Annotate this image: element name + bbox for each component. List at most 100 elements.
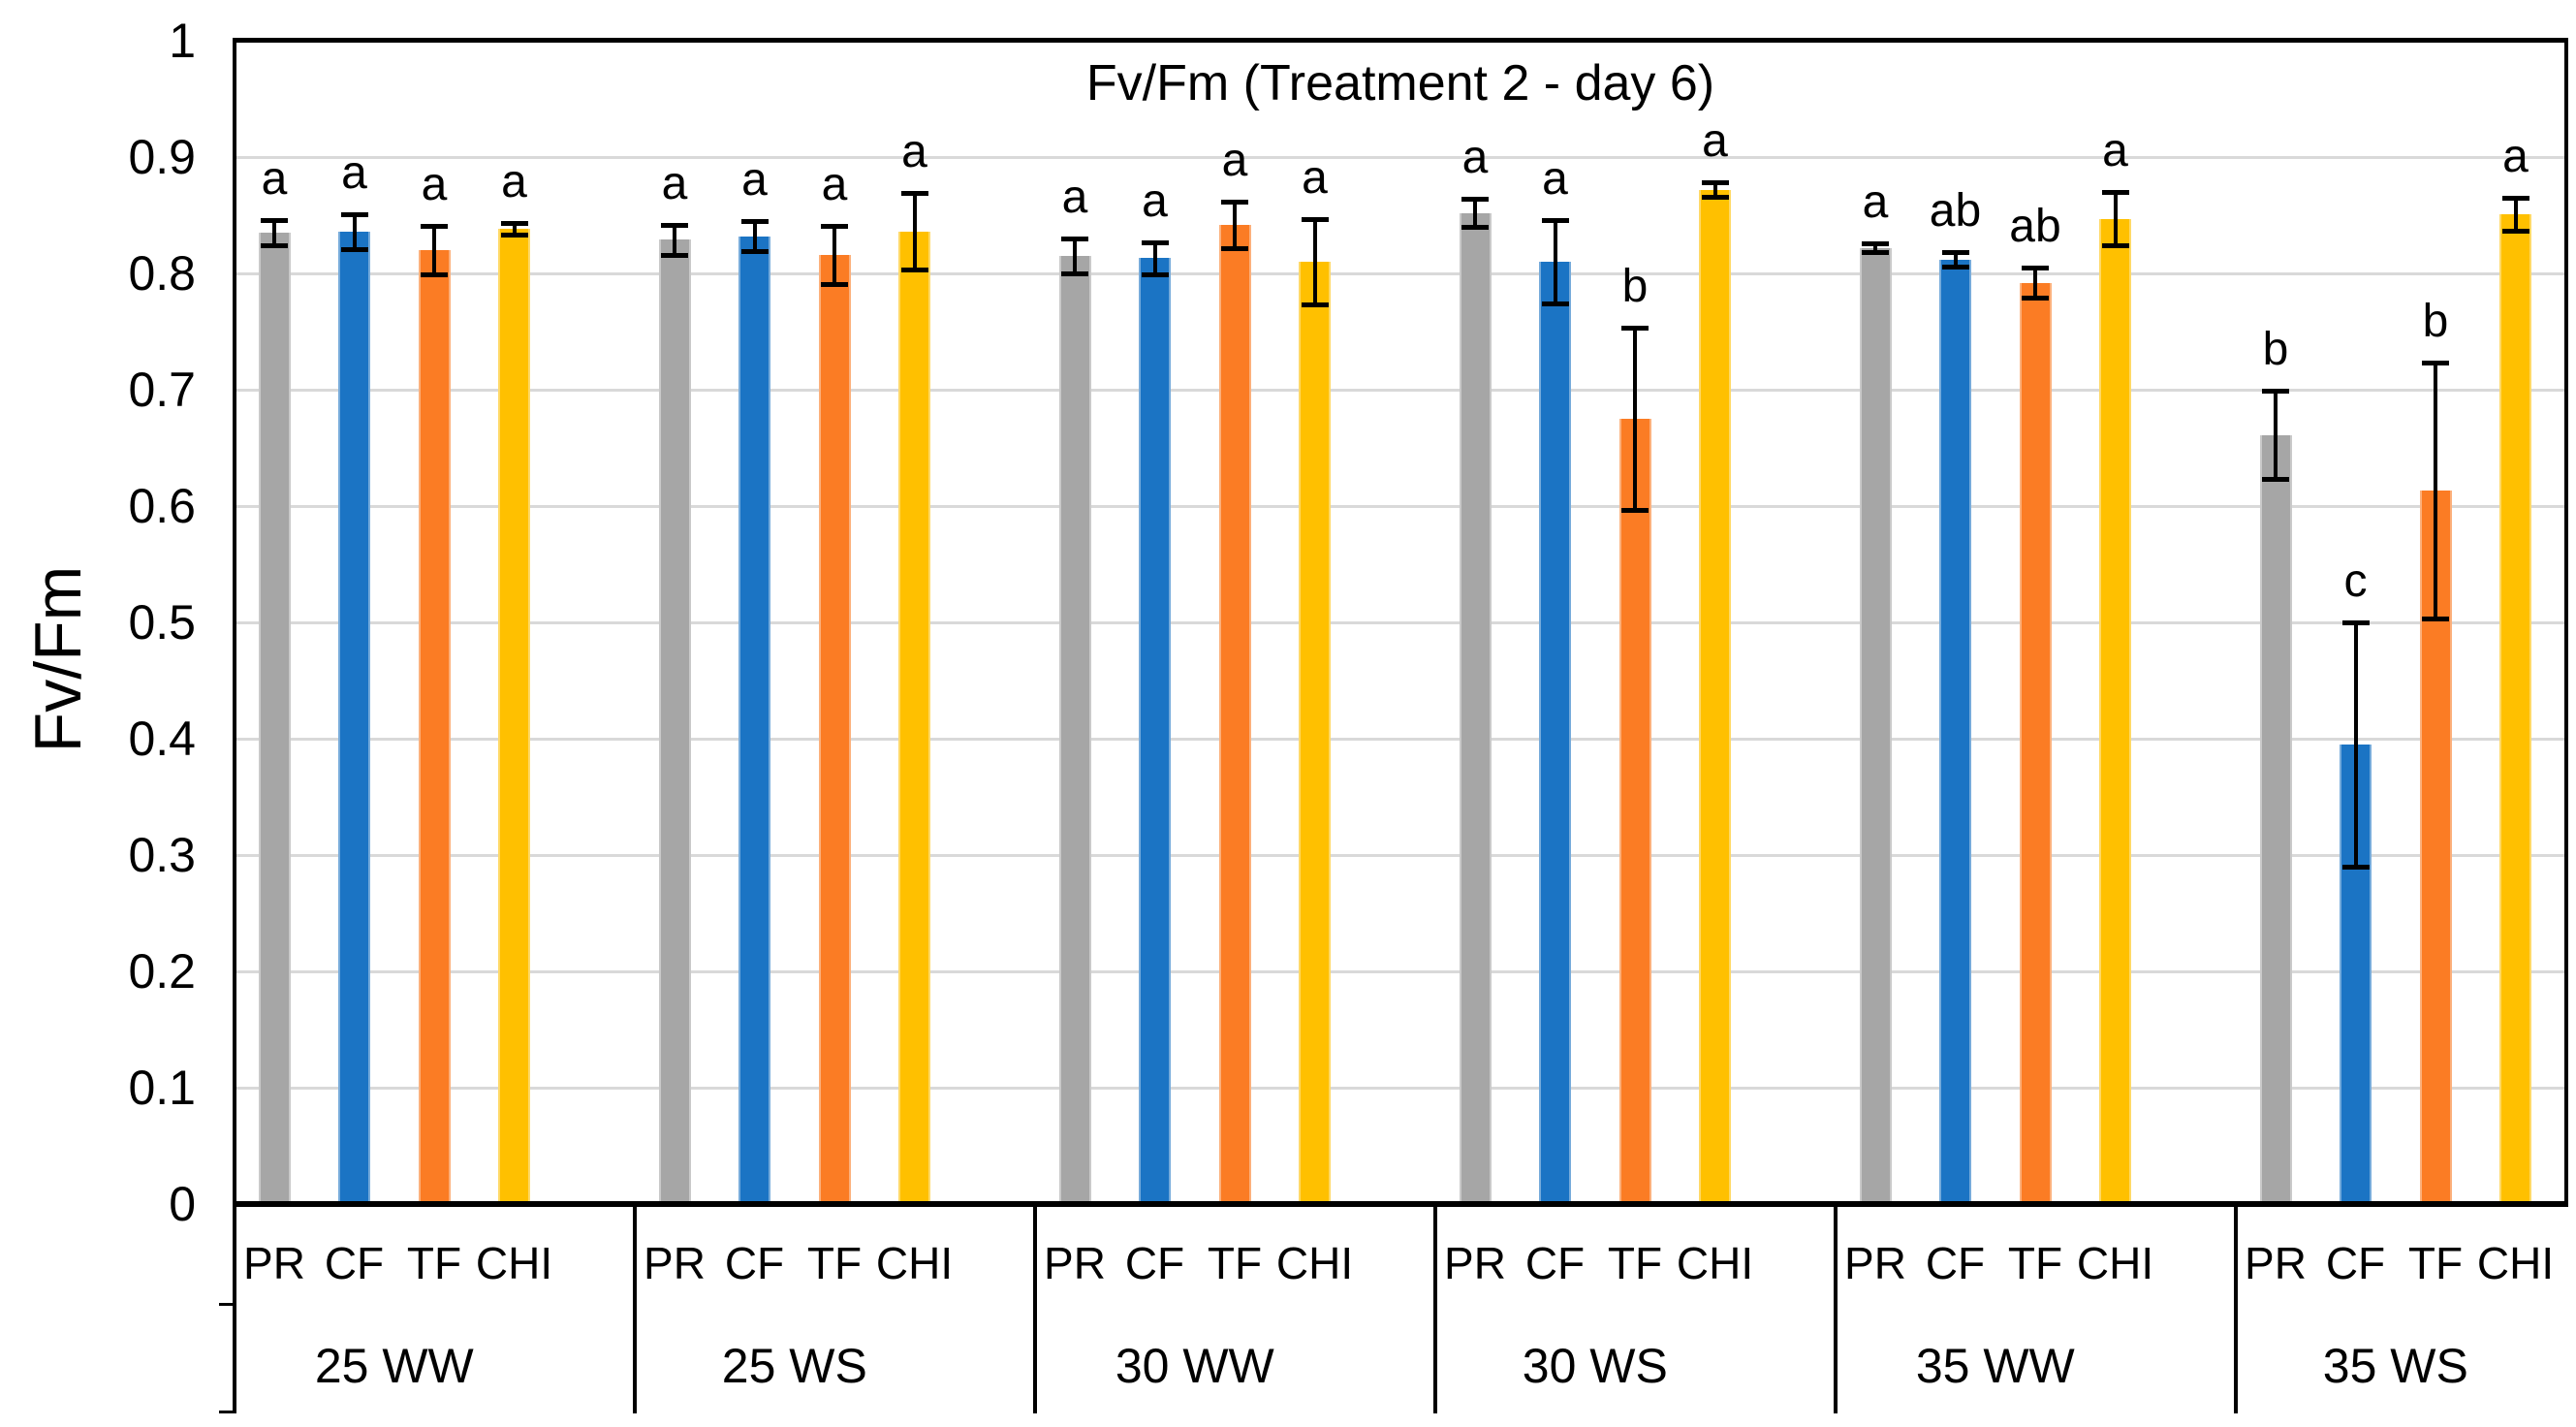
bar-pr-25-ww — [258, 233, 291, 1204]
group-divider — [1033, 1204, 1037, 1413]
error-bar-cap-bottom — [1301, 302, 1329, 308]
y-tick-label: 0.8 — [128, 246, 196, 301]
significance-letter: a — [2102, 125, 2128, 176]
y-tick-label: 0.1 — [128, 1061, 196, 1115]
bar-chi-35-ww — [2099, 218, 2131, 1204]
gridline — [235, 504, 2564, 508]
error-bar-whisker — [2274, 391, 2278, 480]
category-label: 25 WW — [314, 1339, 474, 1393]
error-bar-cap-top — [261, 217, 288, 223]
error-bar-cap-top — [1701, 180, 1729, 186]
bar-chi-35-ws — [2499, 213, 2531, 1204]
error-bar-cap-top — [2101, 190, 2129, 195]
error-bar-cap-bottom — [261, 243, 288, 249]
error-bar-whisker — [1712, 182, 1717, 197]
bar-pr-25-ws — [658, 239, 691, 1204]
y-tick-label: 0.2 — [128, 944, 196, 999]
error-bar-cap-bottom — [1061, 271, 1088, 276]
error-bar-cap-top — [500, 221, 528, 227]
error-bar-cap-top — [2262, 389, 2289, 395]
significance-letter: b — [2422, 296, 2449, 348]
subcategory-label: CF — [2325, 1238, 2386, 1288]
category-label: 35 WW — [1915, 1339, 2075, 1393]
chart-title: Fv/Fm (Treatment 2 - day 6) — [1085, 55, 1715, 111]
subcategory-label: PR — [1044, 1238, 1106, 1288]
significance-letter: a — [1542, 152, 1568, 205]
error-bar-cap-bottom — [500, 233, 528, 238]
error-bar-whisker — [673, 224, 676, 255]
significance-letter: b — [2262, 324, 2289, 376]
subcategory-label: CF — [1925, 1238, 1986, 1288]
error-bar-whisker — [1873, 242, 1877, 253]
error-bar-whisker — [2353, 622, 2358, 867]
subcategory-label: TF — [2007, 1238, 2063, 1288]
category-label: 30 WS — [1522, 1339, 1668, 1393]
error-bar-whisker — [432, 225, 436, 275]
gridline — [235, 620, 2564, 624]
error-bar-whisker — [832, 225, 836, 284]
bar-chi-30-ww — [1299, 262, 1331, 1204]
error-bar-whisker — [2434, 363, 2437, 619]
y-tick-label: 0.5 — [128, 595, 196, 650]
error-bar-cap-bottom — [2501, 228, 2529, 234]
significance-letter: a — [341, 146, 367, 199]
error-bar-whisker — [1233, 201, 1237, 248]
group-divider — [2234, 1204, 2238, 1413]
significance-letter: a — [1702, 115, 1728, 168]
error-bar-cap-bottom — [1221, 245, 1248, 251]
gridline — [235, 271, 2564, 275]
category-label: 35 WS — [2322, 1339, 2468, 1393]
error-bar-cap-bottom — [340, 246, 368, 252]
group-divider — [633, 1204, 637, 1413]
x-axis-line — [235, 1201, 2568, 1207]
bar-cf-30-ws — [1539, 262, 1571, 1204]
subcategory-label: PR — [2245, 1238, 2307, 1288]
error-bar-cap-top — [900, 191, 928, 197]
y-axis-line — [233, 38, 236, 1413]
error-bar-whisker — [352, 213, 357, 249]
y-tick-label: 0.7 — [128, 363, 196, 417]
subcategory-label: PR — [243, 1238, 305, 1288]
error-bar-cap-bottom — [2341, 865, 2370, 870]
significance-letter: a — [421, 158, 448, 210]
subcategory-label: CHI — [2076, 1238, 2154, 1288]
subcategory-label: CHI — [1275, 1238, 1354, 1288]
bar-cf-30-ww — [1139, 258, 1171, 1204]
y-tick-label: 0.4 — [128, 712, 196, 766]
error-bar-cap-top — [1541, 217, 1569, 223]
error-bar-whisker — [752, 221, 757, 252]
y-tick-label: 0.6 — [128, 479, 196, 533]
error-bar-whisker — [2513, 198, 2518, 231]
error-bar-cap-bottom — [821, 281, 848, 287]
error-bar-cap-top — [2022, 266, 2049, 270]
error-bar-cap-top — [1621, 326, 1649, 332]
significance-letter: a — [1142, 174, 1168, 227]
error-bar-cap-top — [340, 211, 368, 217]
subcategory-label: CF — [724, 1238, 785, 1288]
error-bar-cap-bottom — [421, 272, 448, 278]
error-bar-cap-bottom — [1621, 507, 1649, 513]
significance-letter: a — [661, 157, 688, 209]
error-bar-whisker — [2113, 192, 2118, 246]
error-bar-cap-top — [421, 223, 448, 229]
error-bar-cap-top — [2422, 361, 2449, 366]
subcategory-label: CF — [1124, 1238, 1185, 1288]
error-bar-cap-bottom — [1941, 264, 1969, 270]
error-bar-cap-top — [1061, 237, 1088, 241]
y-tick-label: 0.9 — [128, 130, 196, 184]
error-bar-whisker — [1152, 241, 1157, 275]
error-bar-cap-bottom — [1701, 194, 1729, 200]
bar-cf-25-ww — [338, 231, 370, 1204]
error-bar-cap-bottom — [1862, 250, 1889, 256]
plot-border-right — [2564, 38, 2568, 1207]
significance-letter: a — [1061, 172, 1088, 223]
bar-pr-30-ws — [1459, 212, 1492, 1204]
bar-cf-35-ww — [1939, 259, 1971, 1204]
significance-letter: a — [501, 156, 527, 208]
bar-tf-30-ww — [1218, 224, 1251, 1204]
bar-tf-30-ws — [1618, 419, 1651, 1204]
significance-letter: ab — [1929, 185, 1982, 238]
bar-chi-25-ww — [498, 229, 530, 1204]
gridline — [235, 1086, 2564, 1090]
